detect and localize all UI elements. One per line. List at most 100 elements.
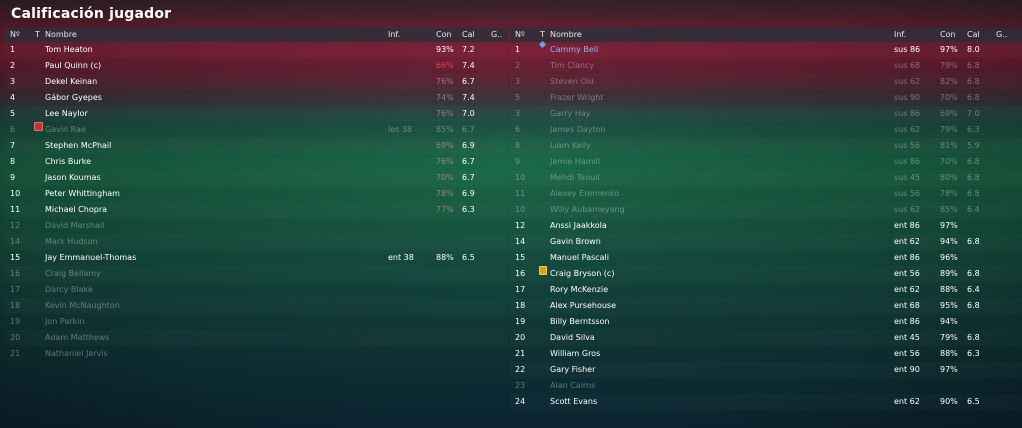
player-name[interactable]: David Silva [550,333,595,342]
player-name[interactable]: Adam Matthews [45,333,110,342]
player-name[interactable]: Rory McKenzie [550,285,609,294]
player-row[interactable]: 20 Adam Matthews [5,330,508,346]
player-row[interactable]: 12 Anssi Jaakkola ent 86 97% [510,218,1022,234]
player-name[interactable]: Dekel Keinan [45,77,98,86]
player-row[interactable]: 1 Cammy Bell sus 86 97% 8.0 [510,40,1022,58]
player-name[interactable]: Gábor Gyepes [45,93,102,102]
player-row[interactable]: 11 Michael Chopra 77% 6.3 [5,202,508,218]
player-row[interactable]: 6 Gavin Rae les 38 85% 6.7 [5,122,508,138]
player-row[interactable]: 8 Liam Kelly sus 56 81% 5.9 [510,138,1022,154]
col-inf-header[interactable]: Inf. [388,30,401,39]
player-name[interactable]: Stephen McPhail [45,141,112,150]
player-name[interactable]: Billy Berntsson [550,317,610,326]
player-row[interactable]: 5 Frazer Wright sus 90 70% 6.8 [510,90,1022,106]
player-name[interactable]: Mehdi Taouil [550,173,600,182]
player-row[interactable]: 19 Jon Parkin [5,314,508,330]
player-row[interactable]: 18 Alex Pursehouse ent 68 95% 6.8 [510,298,1022,314]
col-name-header[interactable]: Nombre [45,30,77,39]
player-name[interactable]: Nathaniel Jarvis [45,349,108,358]
player-row[interactable]: 14 Gavin Brown ent 62 94% 6.8 [510,234,1022,250]
player-row[interactable]: 24 Scott Evans ent 62 90% 6.5 [510,394,1022,410]
player-name[interactable]: Steven Old [550,77,595,86]
col-inf-header[interactable]: Inf. [894,30,907,39]
player-name[interactable]: Craig Bellamy [45,269,101,278]
player-name[interactable]: Alan Cairns [550,381,596,390]
player-row[interactable]: 14 Mark Hudson [5,234,508,250]
player-name[interactable]: Alex Pursehouse [550,301,617,310]
player-row[interactable]: 8 Chris Burke 76% 6.7 [5,154,508,170]
player-row[interactable]: 18 Kevin McNaughton [5,298,508,314]
player-name[interactable]: Mark Hudson [45,237,98,246]
player-row[interactable]: 9 Jason Koumas 70% 6.7 [5,170,508,186]
player-name[interactable]: Scott Evans [550,397,598,406]
col-t-header[interactable]: T [540,30,545,39]
col-cal-header[interactable]: Cal [462,30,475,39]
player-row[interactable]: 22 Gary Fisher ent 90 97% [510,362,1022,378]
player-name[interactable]: Jay Emmanuel-Thomas [45,253,137,262]
player-row[interactable]: 21 William Gros ent 56 88% 6.3 [510,346,1022,362]
player-name[interactable]: Jason Koumas [45,173,101,182]
player-name[interactable]: Michael Chopra [45,205,108,214]
player-name[interactable]: Darcy Blake [45,285,93,294]
player-name[interactable]: Gary Fisher [550,365,596,374]
player-row[interactable]: 16 Craig Bellamy [5,266,508,282]
player-name[interactable]: James Dayton [550,125,606,134]
player-row[interactable]: 16 Craig Bryson (c) ent 56 89% 6.8 [510,266,1022,282]
player-row[interactable]: 1 Tom Heaton 93% 7.2 [5,42,508,58]
player-row[interactable]: 6 James Dayton sus 62 79% 6.3 [510,122,1022,138]
player-name[interactable]: Willy Aubameyang [550,205,625,214]
player-name[interactable]: William Gros [550,349,601,358]
player-name[interactable]: Tim Clancy [550,61,595,70]
player-name[interactable]: Craig Bryson (c) [550,269,615,278]
player-row[interactable]: 3 Steven Old sus 62 82% 6.8 [510,74,1022,90]
player-row[interactable]: 19 Billy Berntsson ent 86 94% [510,314,1022,330]
player-row[interactable]: 3 Dekel Keinan 76% 6.7 [5,74,508,90]
col-con-header[interactable]: Con [436,30,452,39]
player-name[interactable]: Lee Naylor [45,109,88,118]
player-row[interactable]: 9 Jamie Hamill sus 86 70% 6.8 [510,154,1022,170]
col-con-header[interactable]: Con [940,30,956,39]
col-g-header[interactable]: G.. [491,30,503,39]
player-name[interactable]: Frazer Wright [550,93,604,102]
player-row[interactable]: 10 Mehdi Taouil sus 45 80% 6.8 [510,170,1022,186]
player-row[interactable]: 2 Tim Clancy sus 68 79% 6.8 [510,58,1022,74]
player-name[interactable]: David Marshall [45,221,105,230]
player-row[interactable]: 5 Lee Naylor 76% 7.0 [5,106,508,122]
player-row[interactable]: 17 Darcy Blake [5,282,508,298]
player-name[interactable]: Alexey Eremenko [550,189,620,198]
player-name[interactable]: Manuel Pascali [550,253,609,262]
player-name[interactable]: Jamie Hamill [550,157,601,166]
player-row[interactable]: 15 Jay Emmanuel-Thomas ent 38 88% 6.5 [5,250,508,266]
player-name[interactable]: Chris Burke [45,157,91,166]
player-name[interactable]: Kevin McNaughton [45,301,120,310]
player-name[interactable]: Gavin Brown [550,237,601,246]
player-row[interactable]: 4 Gábor Gyepes 74% 7.4 [5,90,508,106]
player-row[interactable]: 17 Rory McKenzie ent 62 88% 6.4 [510,282,1022,298]
player-row[interactable]: 20 David Silva ent 45 79% 6.8 [510,330,1022,346]
player-row[interactable]: 2 Paul Quinn (c) 66% 7.4 [5,58,508,74]
col-g-header[interactable]: G.. [996,30,1008,39]
player-row[interactable]: 23 Alan Cairns [510,378,1022,394]
player-name[interactable]: Garry Hay [550,109,591,118]
player-name[interactable]: Gavin Rae [45,125,86,134]
player-row[interactable]: 12 David Marshall [5,218,508,234]
col-name-header[interactable]: Nombre [550,30,582,39]
player-name[interactable]: Paul Quinn (c) [45,61,102,70]
col-num-header[interactable]: Nº [515,30,525,39]
player-name[interactable]: Cammy Bell [550,45,599,54]
col-cal-header[interactable]: Cal [967,30,980,39]
col-num-header[interactable]: Nº [10,30,20,39]
player-row[interactable]: 7 Stephen McPhail 69% 6.9 [5,138,508,154]
player-row[interactable]: 11 Alexey Eremenko sus 56 78% 6.8 [510,186,1022,202]
player-name[interactable]: Tom Heaton [45,45,93,54]
player-row[interactable]: 21 Nathaniel Jarvis [5,346,508,362]
player-name[interactable]: Anssi Jaakkola [550,221,607,230]
player-name[interactable]: Liam Kelly [550,141,591,150]
player-name[interactable]: Jon Parkin [45,317,85,326]
player-row[interactable]: 10 Willy Aubameyang sus 62 85% 6.4 [510,202,1022,218]
player-row[interactable]: 15 Manuel Pascali ent 86 96% [510,250,1022,266]
player-row[interactable]: 3 Garry Hay sus 86 69% 7.0 [510,106,1022,122]
col-t-header[interactable]: T [35,30,40,39]
player-name[interactable]: Peter Whittingham [45,189,120,198]
player-row[interactable]: 10 Peter Whittingham 78% 6.9 [5,186,508,202]
